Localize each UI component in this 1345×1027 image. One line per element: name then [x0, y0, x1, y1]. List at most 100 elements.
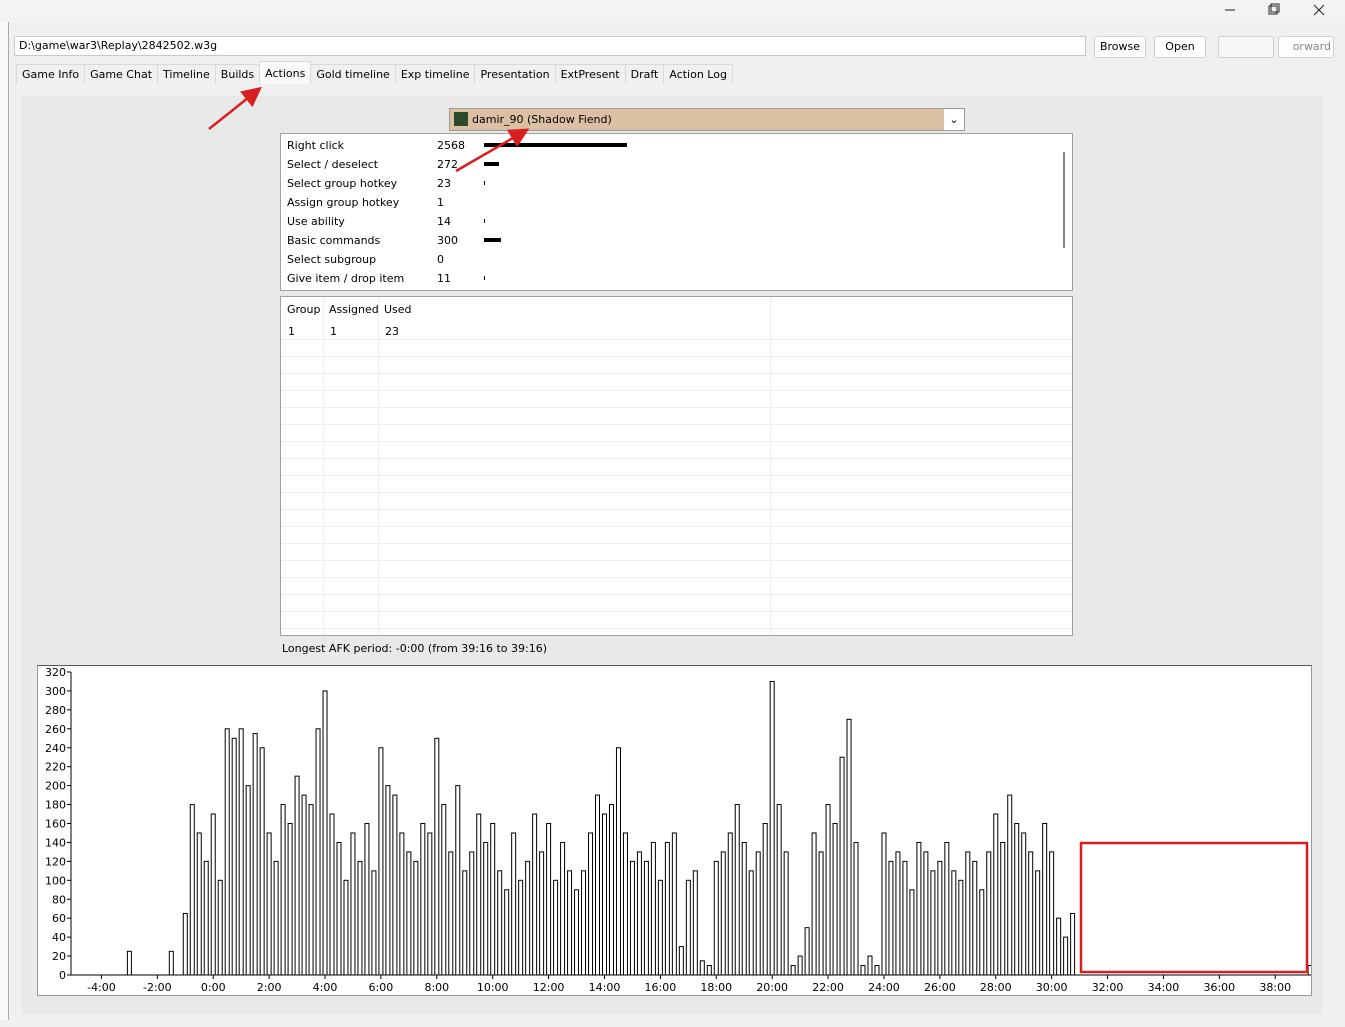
empty-input[interactable]	[1218, 36, 1274, 58]
action-bar	[484, 143, 627, 147]
bar	[958, 879, 964, 976]
bar	[252, 733, 258, 976]
title-bar	[0, 0, 1345, 22]
bar	[539, 851, 545, 976]
bar	[392, 794, 398, 976]
tab[interactable]: ExtPresent	[554, 64, 626, 84]
x-tick-label: 28:00	[980, 981, 1012, 994]
tab[interactable]: Game Info	[16, 64, 86, 84]
bar	[322, 690, 328, 976]
bar	[741, 841, 747, 976]
left-pane	[0, 22, 9, 1020]
browse-button[interactable]: Browse	[1094, 36, 1146, 58]
bar	[685, 879, 691, 976]
bar	[329, 813, 335, 976]
bar	[168, 950, 174, 976]
bar	[804, 927, 810, 976]
bar	[622, 832, 628, 976]
bar	[273, 860, 279, 976]
bar	[434, 737, 440, 976]
window-controls[interactable]	[1210, 0, 1340, 22]
tab[interactable]: Game Chat	[84, 64, 159, 84]
bar	[469, 851, 475, 976]
dropdown-arrow[interactable]: ⌄	[944, 109, 964, 130]
y-tick-label: 320	[45, 666, 66, 679]
player-dropdown[interactable]: damir_90 (Shadow Fiend) ⌄	[449, 108, 965, 131]
tab[interactable]: Presentation	[474, 64, 556, 84]
bar	[748, 870, 754, 976]
y-tick-label: 20	[52, 950, 66, 963]
bar	[1056, 917, 1062, 976]
bar	[448, 851, 454, 976]
bar	[671, 832, 677, 976]
bar	[371, 870, 377, 976]
bar	[476, 813, 482, 976]
scrollbar[interactable]	[1063, 152, 1065, 248]
tab[interactable]: Draft	[624, 64, 665, 84]
bar	[315, 728, 321, 976]
x-tick-label: 16:00	[645, 981, 677, 994]
tab[interactable]: Exp timeline	[394, 64, 476, 84]
bar	[518, 879, 524, 976]
bar	[762, 823, 768, 976]
bar	[636, 851, 642, 976]
tab[interactable]: Timeline	[157, 64, 216, 84]
y-tick-label: 100	[45, 874, 66, 887]
bar	[343, 879, 349, 976]
bar	[678, 946, 684, 976]
action-count: 23	[437, 177, 451, 190]
action-name: Basic commands	[287, 234, 381, 247]
bar	[560, 841, 566, 976]
bar	[378, 747, 384, 976]
bar	[1049, 851, 1055, 976]
tab[interactable]: Builds	[214, 64, 261, 84]
bar	[1070, 912, 1076, 976]
action-name: Assign group hotkey	[287, 196, 400, 209]
bar	[210, 813, 216, 976]
open-button[interactable]: Open	[1154, 36, 1206, 58]
col-line	[378, 297, 379, 635]
bar	[203, 860, 209, 976]
bar	[189, 804, 195, 976]
action-count: 1	[437, 196, 444, 209]
bar	[224, 728, 230, 976]
row-line	[281, 594, 1072, 595]
tab[interactable]: Action Log	[663, 64, 733, 84]
row-line	[281, 577, 1072, 578]
forward-button[interactable]: orward	[1278, 36, 1334, 58]
action-name: Select subgroup	[287, 253, 377, 266]
row-line	[281, 628, 1072, 629]
bar	[608, 804, 614, 976]
cell: 1	[288, 325, 295, 338]
bar	[1007, 794, 1013, 976]
bar	[867, 955, 873, 976]
hero-icon	[454, 112, 468, 126]
header-cell: Used	[384, 303, 412, 316]
y-tick-label: 80	[52, 893, 66, 906]
tab-bar: Game Info Game Chat Timeline Builds Actions G…	[16, 61, 733, 84]
bar	[811, 832, 817, 976]
tab[interactable]: Actions	[259, 61, 312, 84]
row-line	[281, 526, 1072, 527]
bar	[420, 823, 426, 976]
y-tick-label: 60	[52, 912, 66, 925]
path-input[interactable]: D:\game\war3\Replay\2842502.w3g	[14, 36, 1086, 56]
x-tick-label: 36:00	[1203, 981, 1235, 994]
bar	[399, 832, 405, 976]
x-tick-label: 8:00	[424, 981, 449, 994]
y-tick-label: 120	[45, 855, 66, 868]
groups-table: Group Assigned Used 1 1 23	[280, 296, 1073, 636]
bar	[727, 832, 733, 976]
tab[interactable]: Gold timeline	[310, 64, 396, 84]
action-name: Give item / drop item	[287, 272, 405, 285]
x-tick-label: 22:00	[812, 981, 844, 994]
bar	[993, 813, 999, 976]
bar	[797, 955, 803, 976]
bar	[231, 737, 237, 976]
bar	[979, 889, 985, 976]
row-line	[281, 356, 1072, 357]
bar	[692, 870, 698, 976]
bar	[511, 832, 517, 976]
bar	[455, 785, 461, 976]
bar	[350, 832, 356, 976]
